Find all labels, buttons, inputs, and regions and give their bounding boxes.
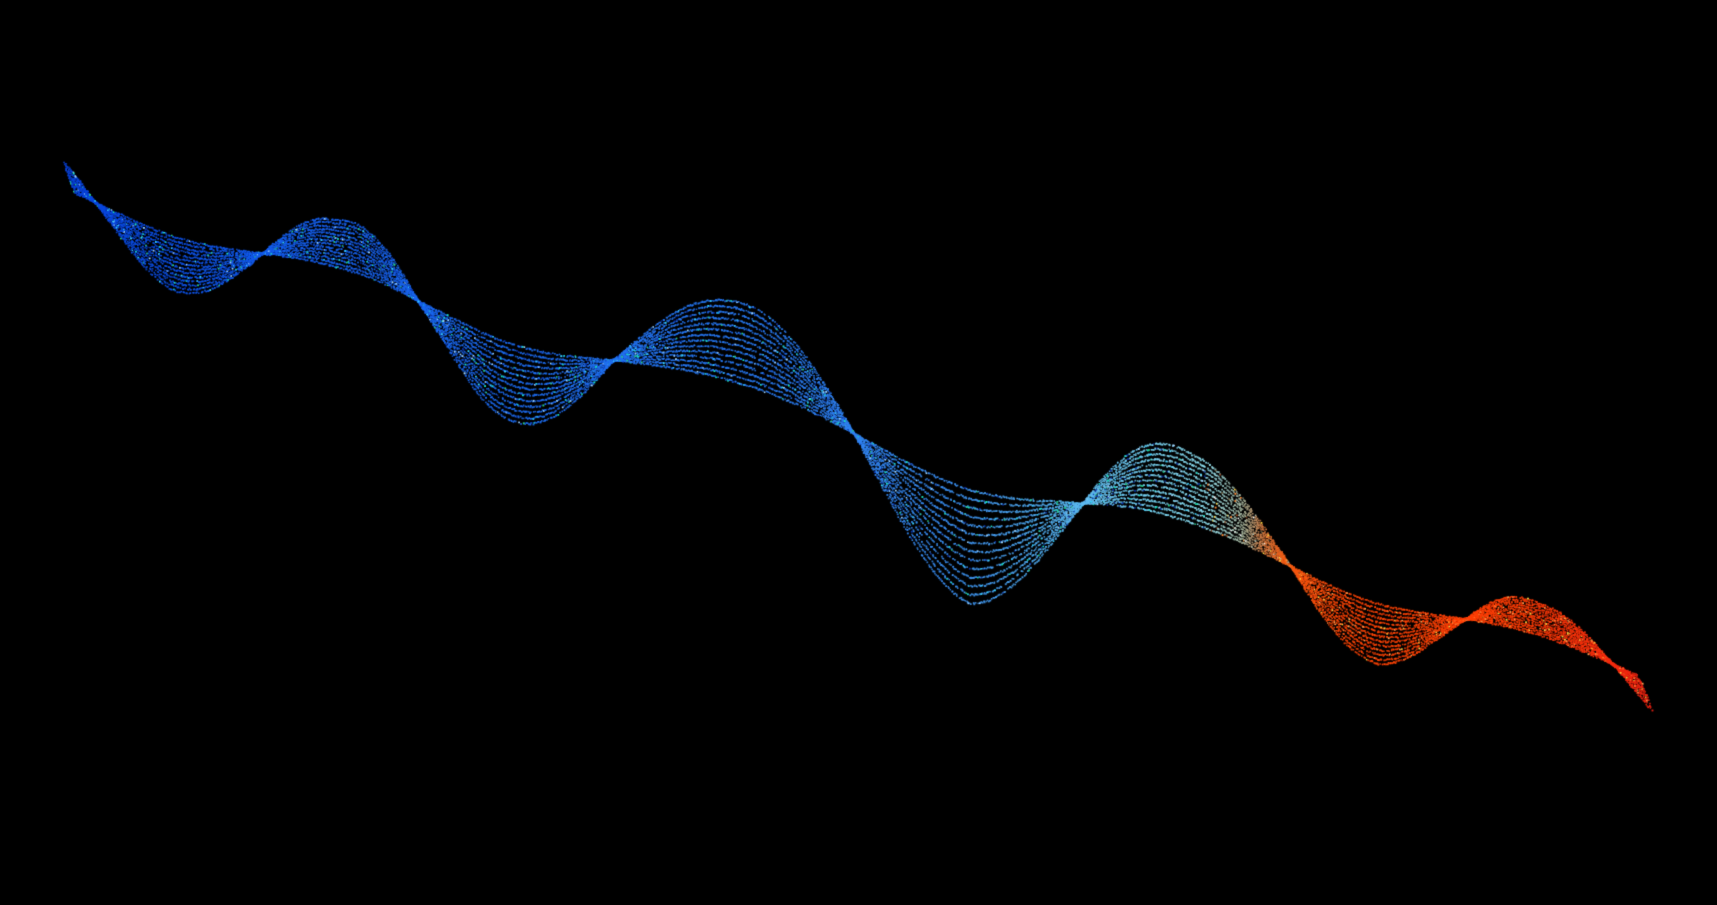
- wave-ribbon-canvas: [0, 0, 1717, 905]
- generative-wave-art: [0, 0, 1717, 905]
